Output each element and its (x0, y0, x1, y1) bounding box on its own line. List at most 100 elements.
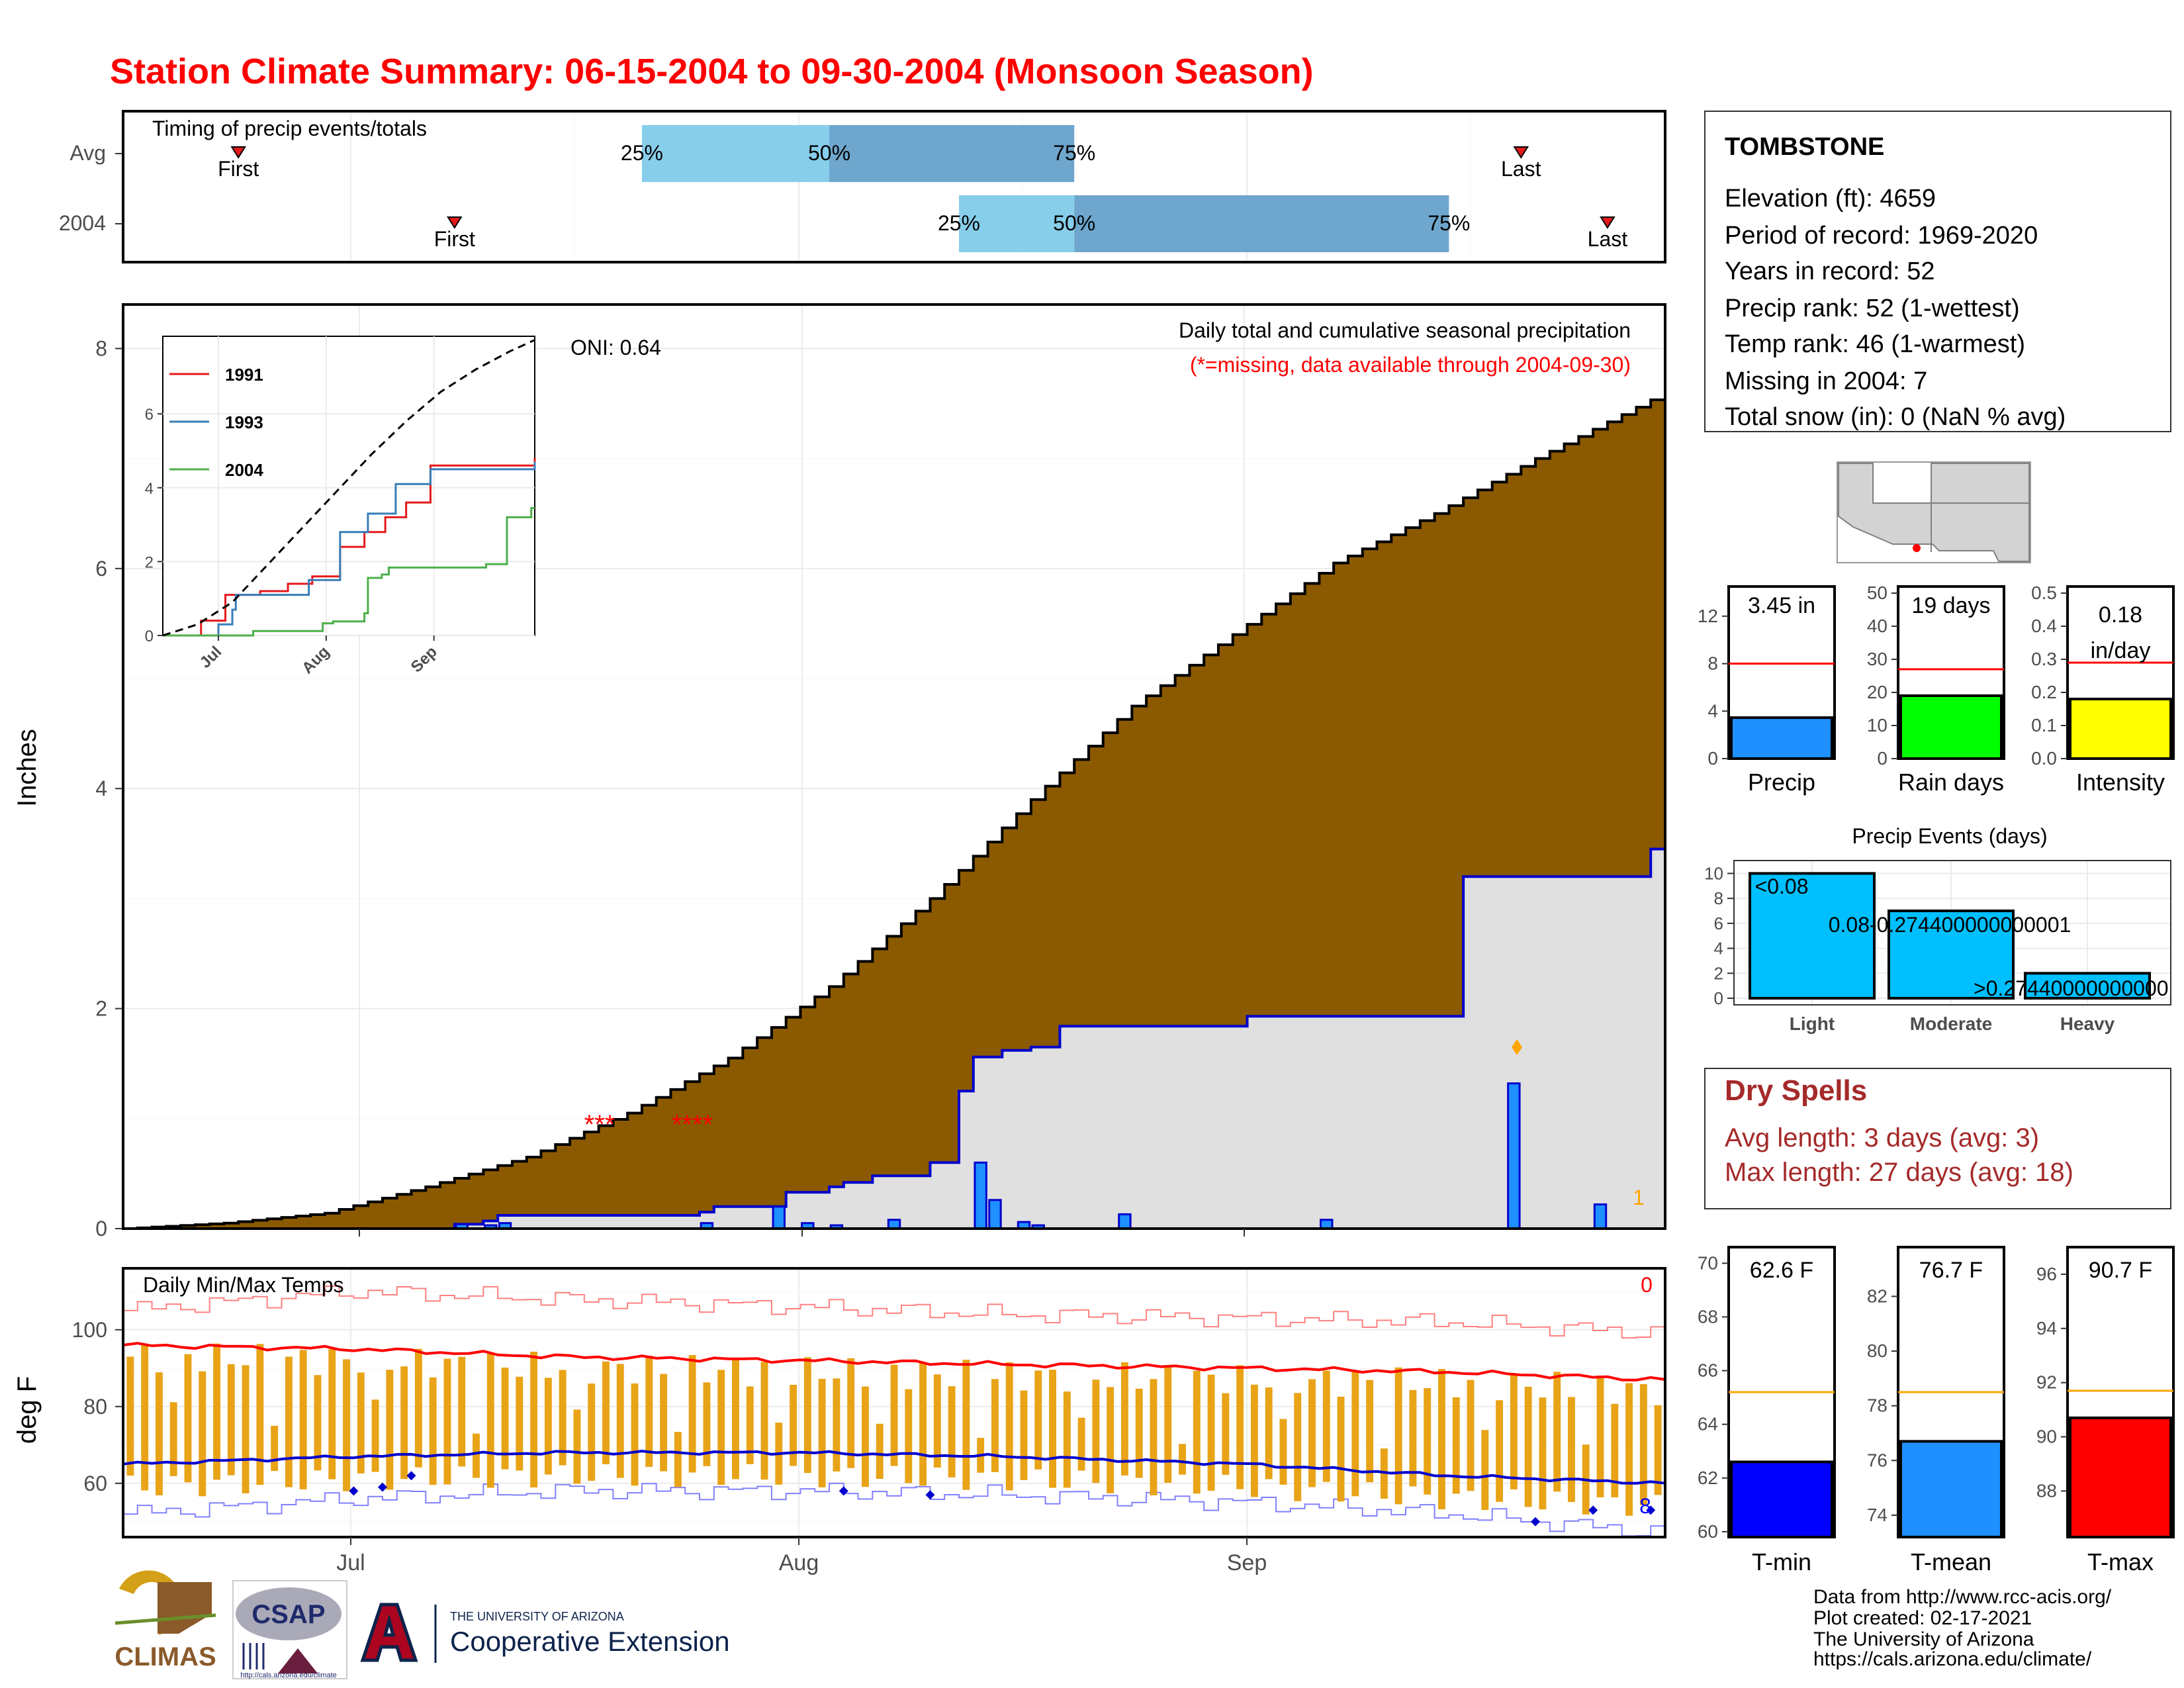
daily-temp-bar (285, 1356, 293, 1487)
avg-tmax-line (122, 1342, 1666, 1382)
events-bar-heavy (2024, 972, 2151, 1000)
record-low-marker-icon (349, 1486, 359, 1496)
mini-intensity-y-tick-label: 0.5 (2031, 583, 2057, 603)
mini-tmin-y-tick-label: 70 (1698, 1252, 1718, 1273)
daily-temp-bar (948, 1386, 956, 1477)
inset-y-tick-label: 4 (145, 480, 154, 498)
csap-rain-icon (242, 1643, 265, 1669)
mini-intensity-y-tick-label: 0.4 (2031, 616, 2057, 636)
station-name: TOMBSTONE (1725, 133, 1884, 161)
daily-temp-bar (1438, 1369, 1445, 1510)
daily-temp-bar (1568, 1397, 1575, 1503)
mini-tmean-chart: 74 76 78 80 82 (1867, 1246, 2005, 1539)
station-info-border (1704, 111, 2171, 432)
daily-temp-bar (1496, 1400, 1504, 1502)
mini-tmax-y-tick-label: 90 (2036, 1427, 2057, 1447)
mini-raindays-y-tick-label: 20 (1867, 682, 1888, 702)
daily-temp-bar (760, 1362, 768, 1480)
events-category-light: Light (1790, 1013, 1835, 1034)
timing-panel: First Last First Last 25% 50% 75% 25% 50… (59, 110, 1666, 263)
events-bar-label-moderate: 0.08-0.274400000000001 (1829, 913, 2071, 937)
daily-temp-bar (1020, 1390, 1028, 1480)
csap-mountain-icon (278, 1648, 318, 1673)
daily-temp-bar (732, 1360, 739, 1479)
daily-temp-bar (530, 1351, 538, 1488)
daily-temp-bar (559, 1370, 567, 1466)
daily-temp-bar (1366, 1380, 1374, 1483)
legend-label-1993: 1993 (225, 412, 263, 432)
mini-precip-y-tick-label: 12 (1698, 606, 1718, 626)
daily-temp-bar (501, 1368, 509, 1470)
mini-tmin-y-tick-label: 64 (1698, 1414, 1718, 1434)
mini-tmax-y-tick-label: 92 (2036, 1372, 2057, 1393)
daily-temp-bar (1394, 1367, 1402, 1505)
inset-grid (163, 336, 535, 636)
daily-temp-bar (1424, 1388, 1432, 1495)
dry-spells-box: Dry Spells Avg length: 3 days (avg: 3) M… (1704, 1068, 2171, 1209)
missing-marker-b: **** (672, 1110, 713, 1139)
timing-obs-p50-label: 50% (1053, 211, 1095, 235)
daily-temp-bar (602, 1361, 610, 1464)
daily-temp-bar (818, 1378, 826, 1487)
daily-temp-bar (357, 1372, 365, 1474)
daily-temp-bar (1553, 1372, 1561, 1492)
daily-temp-bar (616, 1364, 624, 1478)
mini-tmax-value: 90.7 F (2089, 1258, 2152, 1283)
daily-temp-bar (1107, 1387, 1115, 1493)
daily-temp-bar (674, 1432, 682, 1487)
daily-temp-bar (414, 1348, 422, 1468)
mini-intensity-y-tick-label: 0.1 (2031, 715, 2057, 735)
record-low-marker-icon (377, 1482, 387, 1492)
daily-temp-bar (703, 1382, 711, 1466)
events-bar-moderate (1888, 910, 2015, 1000)
precip-y-tick-label: 0 (95, 1217, 107, 1241)
daily-precip-bar (1118, 1213, 1132, 1230)
legend-label-2004: 2004 (225, 460, 263, 480)
daily-temp-bar (1524, 1386, 1532, 1507)
dry-spells-max: Max length: 27 days (avg: 18) (1725, 1158, 2073, 1187)
mini-precip-chart: 0 4 8 12 (1698, 585, 1836, 769)
temp-y-tick-label: 60 (83, 1472, 107, 1495)
timing-obs-p25-label: 25% (938, 211, 980, 235)
daily-precip-bar (1593, 1203, 1608, 1230)
oni-label: ONI: 0.64 (570, 336, 661, 359)
daily-temp-bar (803, 1357, 811, 1474)
record-low-line (123, 1482, 1666, 1537)
daily-temp-bar (833, 1378, 841, 1472)
daily-temp-bar (573, 1409, 581, 1484)
climas-logo-line (114, 1613, 216, 1625)
footer-plot-date: Plot created: 02-17-2021 (1813, 1607, 2032, 1629)
daily-temp-bar (458, 1356, 466, 1467)
timing-row-label-obs: 2004 (59, 211, 106, 235)
mini-precip-value: 3.45 in (1748, 593, 1815, 618)
precip-y-tick-label: 8 (95, 336, 107, 360)
mini-tmean-y-tick-label: 82 (1867, 1286, 1888, 1306)
daily-temp-bar (1625, 1383, 1633, 1516)
locator-map (1837, 461, 2031, 563)
footer-data-source: Data from http://www.rcc-acis.org/ (1813, 1586, 2112, 1608)
record-low-markers (349, 1471, 1656, 1526)
daily-precip-bar (1507, 1082, 1521, 1230)
daily-temp-bar (660, 1374, 668, 1472)
dry-spells-avg: Avg length: 3 days (avg: 3) (1725, 1123, 2039, 1152)
timing-obs-last-marker-icon (1600, 216, 1615, 229)
daily-temp-bar (271, 1425, 279, 1472)
inset-series-average (162, 339, 535, 637)
timing-avg-first-marker-icon (230, 146, 247, 159)
daily-temp-bar (1164, 1366, 1172, 1483)
daily-temp-bar (1063, 1391, 1071, 1488)
legend-label-1991: 1991 (225, 365, 263, 385)
mini-intensity-label: Intensity (2076, 769, 2165, 796)
mini-tmax-bar (2069, 1416, 2172, 1539)
daily-temp-bar (1611, 1403, 1619, 1497)
precip-y-axis: 0 2 4 6 8 (95, 336, 123, 1241)
events-y-tick-label: 2 (1714, 963, 1723, 983)
temp-y-tick-label: 100 (72, 1318, 107, 1342)
events-category-heavy: Heavy (2060, 1013, 2115, 1034)
daily-temp-bar (1120, 1362, 1128, 1476)
mini-tmean-y-tick-label: 78 (1867, 1395, 1888, 1416)
timing-bar-avg-light (641, 125, 830, 182)
mini-tmin-y-tick-label: 60 (1698, 1521, 1718, 1542)
daily-temp-bar (199, 1371, 206, 1497)
